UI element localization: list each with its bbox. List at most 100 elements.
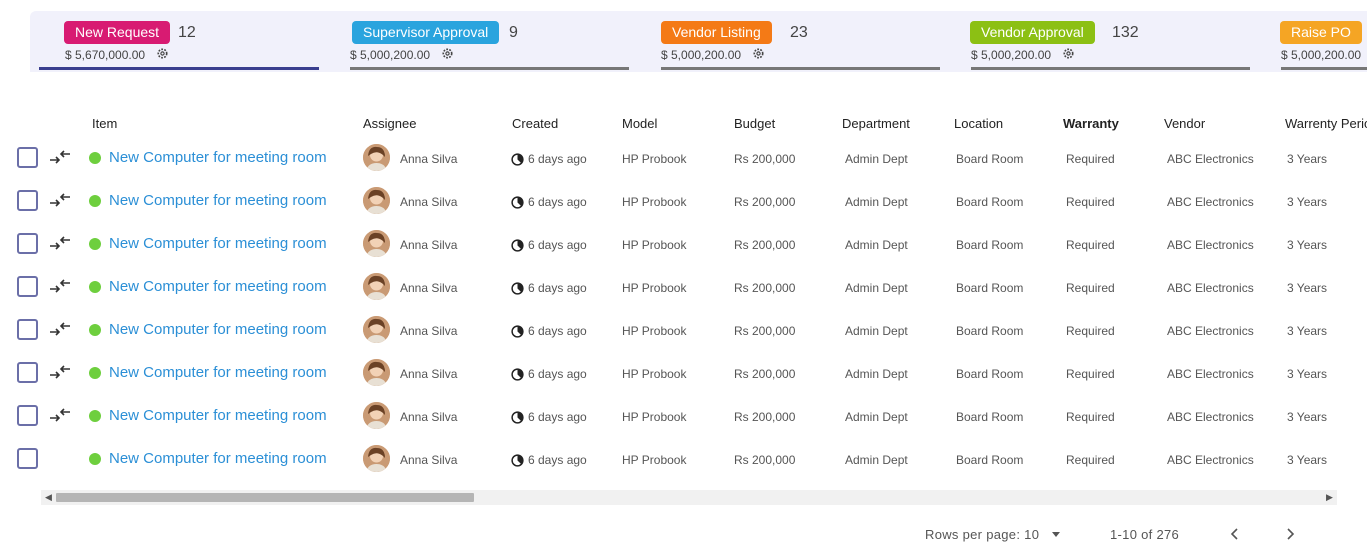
stage-label[interactable]: New Request [64, 21, 171, 44]
column-header-warranty-period[interactable]: Warrenty Period [1285, 116, 1367, 131]
item-link[interactable]: New Computer for meeting room [109, 278, 327, 295]
created-time: 6 days ago [528, 152, 587, 166]
scroll-left-arrow-icon[interactable]: ◀ [45, 492, 52, 502]
column-header-item[interactable]: Item [92, 116, 118, 131]
clock-icon [511, 282, 524, 295]
row-checkbox[interactable] [17, 233, 38, 254]
item-link[interactable]: New Computer for meeting room [109, 450, 327, 467]
created-time: 6 days ago [528, 195, 587, 209]
column-header-assignee[interactable]: Assignee [363, 116, 417, 131]
warranty-period-cell: 3 Years [1287, 281, 1328, 295]
warranty-period-cell: 3 Years [1287, 324, 1328, 338]
table-row[interactable]: New Computer for meeting room Anna Silva… [0, 181, 1367, 224]
stage-underline [39, 67, 319, 70]
warranty-cell: Required [1066, 281, 1115, 295]
stage-amount: $ 5,000,200.00 [661, 48, 742, 62]
gear-icon[interactable] [1062, 47, 1075, 60]
clock-icon [511, 239, 524, 252]
transfer-arrows-icon[interactable] [49, 150, 71, 164]
stage-label[interactable]: Raise PO [1280, 21, 1362, 44]
row-checkbox[interactable] [17, 190, 38, 211]
stage-count: 12 [178, 24, 196, 41]
table-row[interactable]: New Computer for meeting room Anna Silva… [0, 396, 1367, 439]
table-row[interactable]: New Computer for meeting room Anna Silva… [0, 353, 1367, 396]
table-row[interactable]: New Computer for meeting room Anna Silva… [0, 224, 1367, 267]
transfer-arrows-icon[interactable] [49, 365, 71, 379]
column-header-budget[interactable]: Budget [734, 116, 776, 131]
stage-vendor-approval[interactable]: Vendor Approval 132 $ 5,000,200.00 [964, 11, 1254, 72]
vendor-cell: ABC Electronics [1167, 453, 1254, 467]
stage-label[interactable]: Vendor Listing [661, 21, 772, 44]
warranty-period-cell: 3 Years [1287, 238, 1328, 252]
stage-supervisor-approval[interactable]: Supervisor Approval 9 $ 5,000,200.00 [344, 11, 634, 72]
chevron-left-icon[interactable] [1225, 524, 1245, 544]
stage-amount: $ 5,000,200.00 [971, 48, 1052, 62]
department-cell: Admin Dept [845, 367, 908, 381]
scroll-right-arrow-icon[interactable]: ▶ [1326, 492, 1333, 502]
model-cell: HP Probook [622, 410, 687, 424]
row-checkbox[interactable] [17, 448, 38, 469]
gear-icon[interactable] [441, 47, 454, 60]
item-link[interactable]: New Computer for meeting room [109, 192, 327, 209]
clock-icon [511, 196, 524, 209]
item-link[interactable]: New Computer for meeting room [109, 321, 327, 338]
vendor-cell: ABC Electronics [1167, 281, 1254, 295]
table-row[interactable]: New Computer for meeting room Anna Silva… [0, 439, 1367, 482]
clock-icon [511, 454, 524, 467]
transfer-arrows-icon[interactable] [49, 236, 71, 250]
row-checkbox[interactable] [17, 405, 38, 426]
model-cell: HP Probook [622, 281, 687, 295]
column-header-department[interactable]: Department [842, 116, 910, 131]
department-cell: Admin Dept [845, 195, 908, 209]
stage-new-request[interactable]: New Request 12 $ 5,670,000.00 [30, 11, 320, 72]
horizontal-scrollbar[interactable]: ◀ ▶ [41, 490, 1337, 505]
caret-down-icon[interactable] [1052, 532, 1060, 537]
table-row[interactable]: New Computer for meeting room Anna Silva… [0, 138, 1367, 181]
budget-cell: Rs 200,000 [734, 453, 796, 467]
stage-raise-po[interactable]: Raise PO $ 5,000,200.00 [1274, 11, 1367, 72]
model-cell: HP Probook [622, 195, 687, 209]
avatar [363, 187, 390, 214]
row-checkbox[interactable] [17, 319, 38, 340]
table-row[interactable]: New Computer for meeting room Anna Silva… [0, 267, 1367, 310]
location-cell: Board Room [956, 281, 1024, 295]
item-link[interactable]: New Computer for meeting room [109, 407, 327, 424]
budget-cell: Rs 200,000 [734, 410, 796, 424]
stage-underline [350, 67, 629, 70]
row-checkbox[interactable] [17, 147, 38, 168]
transfer-arrows-icon[interactable] [49, 408, 71, 422]
column-header-created[interactable]: Created [512, 116, 559, 131]
location-cell: Board Room [956, 195, 1024, 209]
rows-per-page-select[interactable]: Rows per page: 10 [925, 527, 1040, 542]
item-link[interactable]: New Computer for meeting room [109, 364, 327, 381]
clock-icon [511, 153, 524, 166]
transfer-arrows-icon[interactable] [49, 322, 71, 336]
transfer-arrows-icon[interactable] [49, 279, 71, 293]
chevron-right-icon[interactable] [1280, 524, 1300, 544]
scroll-thumb[interactable] [56, 493, 474, 502]
vendor-cell: ABC Electronics [1167, 324, 1254, 338]
warranty-period-cell: 3 Years [1287, 367, 1328, 381]
model-cell: HP Probook [622, 238, 687, 252]
warranty-period-cell: 3 Years [1287, 453, 1328, 467]
column-header-location[interactable]: Location [954, 116, 1004, 131]
status-dot [89, 324, 101, 336]
stage-label[interactable]: Supervisor Approval [352, 21, 500, 44]
transfer-arrows-icon[interactable] [49, 193, 71, 207]
column-header-vendor[interactable]: Vendor [1164, 116, 1206, 131]
column-header-warranty[interactable]: Warranty [1063, 116, 1119, 131]
gear-icon[interactable] [156, 47, 169, 60]
row-checkbox[interactable] [17, 276, 38, 297]
column-header-model[interactable]: Model [622, 116, 658, 131]
stage-vendor-listing[interactable]: Vendor Listing 23 $ 5,000,200.00 [654, 11, 944, 72]
assignee-name: Anna Silva [400, 453, 458, 467]
row-checkbox[interactable] [17, 362, 38, 383]
gear-icon[interactable] [752, 47, 765, 60]
item-link[interactable]: New Computer for meeting room [109, 149, 327, 166]
budget-cell: Rs 200,000 [734, 238, 796, 252]
warranty-period-cell: 3 Years [1287, 410, 1328, 424]
item-link[interactable]: New Computer for meeting room [109, 235, 327, 252]
table-row[interactable]: New Computer for meeting room Anna Silva… [0, 310, 1367, 353]
stage-label[interactable]: Vendor Approval [970, 21, 1095, 44]
clock-icon [511, 368, 524, 381]
